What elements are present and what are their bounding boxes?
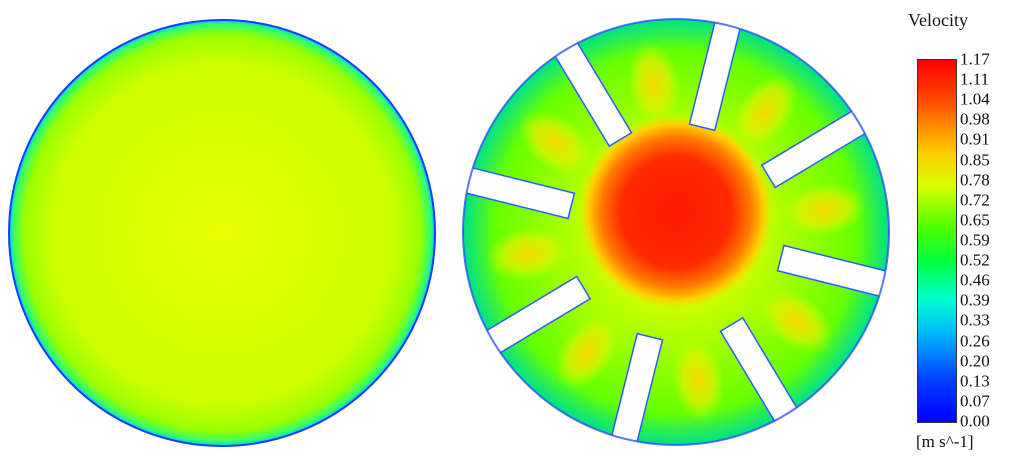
legend-title: Velocity <box>908 10 968 30</box>
sector-lobe <box>732 74 798 149</box>
sector-lobe <box>518 110 593 176</box>
legend-tick-labels: 1.17 1.11 1.04 0.98 0.91 0.85 0.78 0.72 0.65 0.59… <box>960 51 1008 430</box>
slotted-disk-outline <box>462 18 890 446</box>
legend-colorbar <box>917 59 957 423</box>
legend-tick-label: 0.98 <box>960 109 990 129</box>
sector-lobe <box>627 41 681 126</box>
legend-tick-label: 0.91 <box>960 129 990 149</box>
legend-tick-label: 0.52 <box>960 250 990 270</box>
slotted-disk-panel <box>463 19 889 445</box>
legend-tick-label: 1.11 <box>960 69 990 89</box>
legend-tick-label: 0.65 <box>960 210 990 230</box>
legend-tick-label: 0.59 <box>960 230 990 250</box>
legend-tick-label: 0.26 <box>960 331 990 351</box>
legend-tick-label: 1.04 <box>960 89 990 109</box>
legend-tick-label: 1.17 <box>960 49 990 69</box>
legend-tick-label: 0.20 <box>960 351 990 371</box>
slot <box>463 160 576 220</box>
legend-tick-label: 0.33 <box>960 310 990 330</box>
legend-tick-label: 0.00 <box>960 411 990 431</box>
legend-tick-label: 0.46 <box>960 270 990 290</box>
sector-lobe <box>485 227 570 281</box>
legend-tick-label: 0.07 <box>960 391 990 411</box>
legend-tick-label: 0.72 <box>960 190 990 210</box>
slot <box>776 244 889 304</box>
legend-tick-label: 0.13 <box>960 371 990 391</box>
sector-lobe <box>759 288 834 354</box>
plain-disk-panel <box>8 19 436 447</box>
plain-disk-field <box>8 19 436 447</box>
sector-lobe <box>782 183 867 237</box>
sector-lobe <box>671 338 725 423</box>
central-core <box>576 112 776 312</box>
legend-tick-label: 0.39 <box>960 290 990 310</box>
legend-tick-label: 0.85 <box>960 150 990 170</box>
slot <box>604 332 664 445</box>
sector-lobe <box>554 315 620 390</box>
legend-tick-label: 0.78 <box>960 170 990 190</box>
sector-lobes <box>485 41 867 423</box>
legend-unit: [m s^-1] <box>916 432 974 451</box>
slot <box>688 19 748 132</box>
